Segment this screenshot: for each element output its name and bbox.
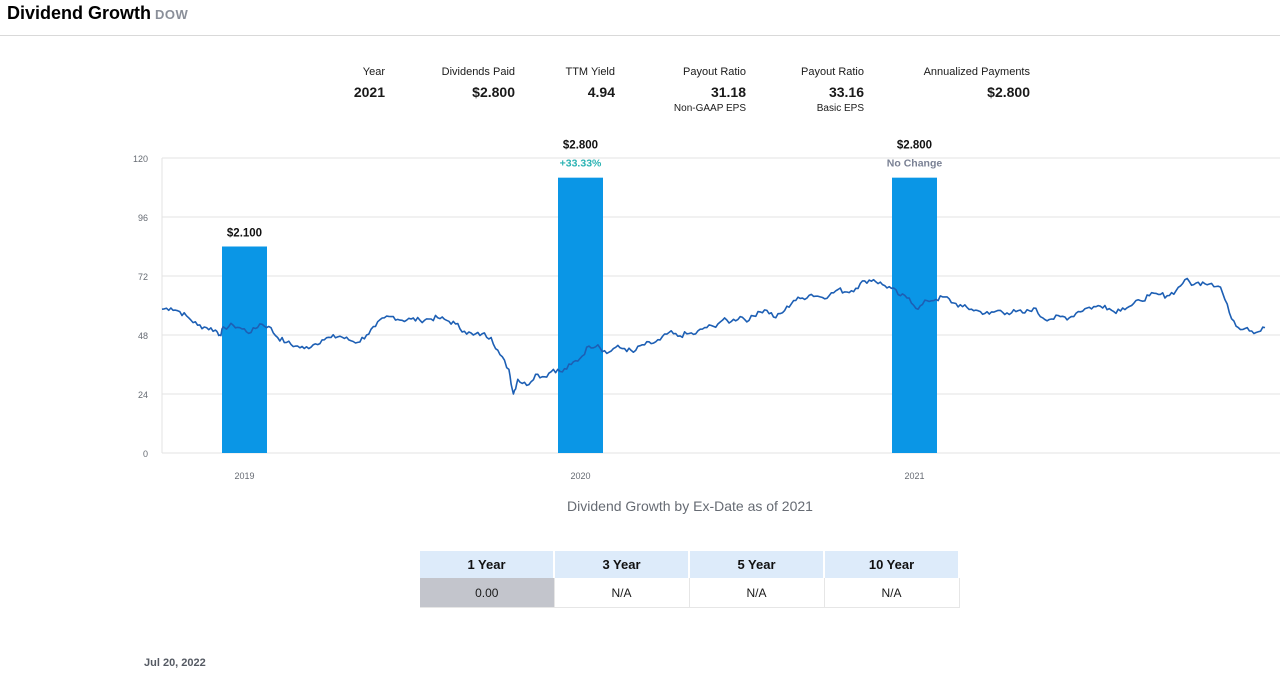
stat-value: 2021 bbox=[353, 84, 385, 100]
x-tick-label: 2020 bbox=[570, 471, 590, 481]
x-tick-label: 2019 bbox=[234, 471, 254, 481]
stat-label: Dividends Paid bbox=[441, 66, 515, 78]
growth-value-3y: N/A bbox=[554, 578, 690, 608]
stat-payout-non-gaap: Payout Ratio 31.18 Non-GAAP EPS bbox=[640, 66, 746, 114]
dividend-bar bbox=[222, 246, 267, 453]
stat-value: $2.800 bbox=[472, 84, 515, 100]
growth-header-row: 1 Year 3 Year 5 Year 10 Year bbox=[420, 551, 960, 578]
stat-value: 4.94 bbox=[587, 84, 615, 100]
dividend-bar bbox=[892, 177, 937, 453]
growth-table: 1 Year 3 Year 5 Year 10 Year 0.00 N/A N/… bbox=[420, 551, 960, 608]
growth-header-3y: 3 Year bbox=[554, 551, 690, 578]
growth-header-10y: 10 Year bbox=[824, 551, 960, 578]
price-line bbox=[161, 277, 1266, 395]
ticker-symbol: DOW bbox=[155, 7, 189, 22]
chart-caption: Dividend Growth by Ex-Date as of 2021 bbox=[567, 498, 813, 514]
stat-value: 31.18 bbox=[710, 84, 746, 100]
growth-value-5y: N/A bbox=[689, 578, 825, 608]
title-text: Dividend Growth bbox=[7, 3, 151, 23]
y-tick-label: 96 bbox=[138, 213, 148, 223]
y-tick-label: 120 bbox=[133, 154, 148, 164]
page-title: Dividend Growth DOW bbox=[7, 3, 188, 24]
bar-value-label: $2.800 bbox=[563, 140, 598, 152]
growth-header-1y: 1 Year bbox=[420, 551, 555, 578]
stat-label: Payout Ratio bbox=[801, 66, 864, 78]
bar-value-label: $2.800 bbox=[897, 140, 932, 152]
stat-label: Year bbox=[362, 66, 385, 78]
growth-header-5y: 5 Year bbox=[689, 551, 825, 578]
y-tick-label: 24 bbox=[138, 390, 148, 400]
stat-annualized-payments: Annualized Payments $2.800 bbox=[900, 66, 1030, 100]
stat-label: TTM Yield bbox=[565, 66, 615, 78]
stat-sub: Non-GAAP EPS bbox=[673, 103, 746, 114]
dividend-chart: 0 24 48 72 96 120 $2.100 2019 $2.800 +33.33% 2020 $… bbox=[133, 140, 1280, 481]
stat-value: 33.16 bbox=[828, 84, 864, 100]
stat-year: Year 2021 bbox=[330, 66, 385, 100]
as-of-date: Jul 20, 2022 bbox=[144, 657, 206, 669]
x-tick-label: 2021 bbox=[904, 471, 924, 481]
bar-change-label: No Change bbox=[887, 158, 943, 170]
y-tick-label: 48 bbox=[138, 331, 148, 341]
growth-value-row: 0.00 N/A N/A N/A bbox=[420, 578, 960, 608]
stat-label: Payout Ratio bbox=[683, 66, 746, 78]
bar-value-label: $2.100 bbox=[227, 228, 262, 240]
stat-value: $2.800 bbox=[987, 84, 1030, 100]
stat-label: Annualized Payments bbox=[923, 66, 1030, 78]
growth-value-10y: N/A bbox=[824, 578, 960, 608]
stat-ttm-yield: TTM Yield 4.94 bbox=[545, 66, 615, 100]
stat-payout-basic: Payout Ratio 33.16 Basic EPS bbox=[775, 66, 864, 114]
page-header: Dividend Growth DOW bbox=[0, 0, 1280, 36]
y-tick-label: 72 bbox=[138, 272, 148, 282]
stat-sub: Basic EPS bbox=[816, 103, 864, 114]
dividend-summary: Year 2021 Dividends Paid $2.800 TTM Yiel… bbox=[0, 66, 1280, 126]
bar-change-label: +33.33% bbox=[560, 158, 602, 170]
stat-dividends-paid: Dividends Paid $2.800 bbox=[415, 66, 515, 100]
y-tick-label: 0 bbox=[143, 449, 148, 459]
growth-value-1y: 0.00 bbox=[420, 578, 555, 608]
dividend-bar bbox=[558, 177, 603, 453]
